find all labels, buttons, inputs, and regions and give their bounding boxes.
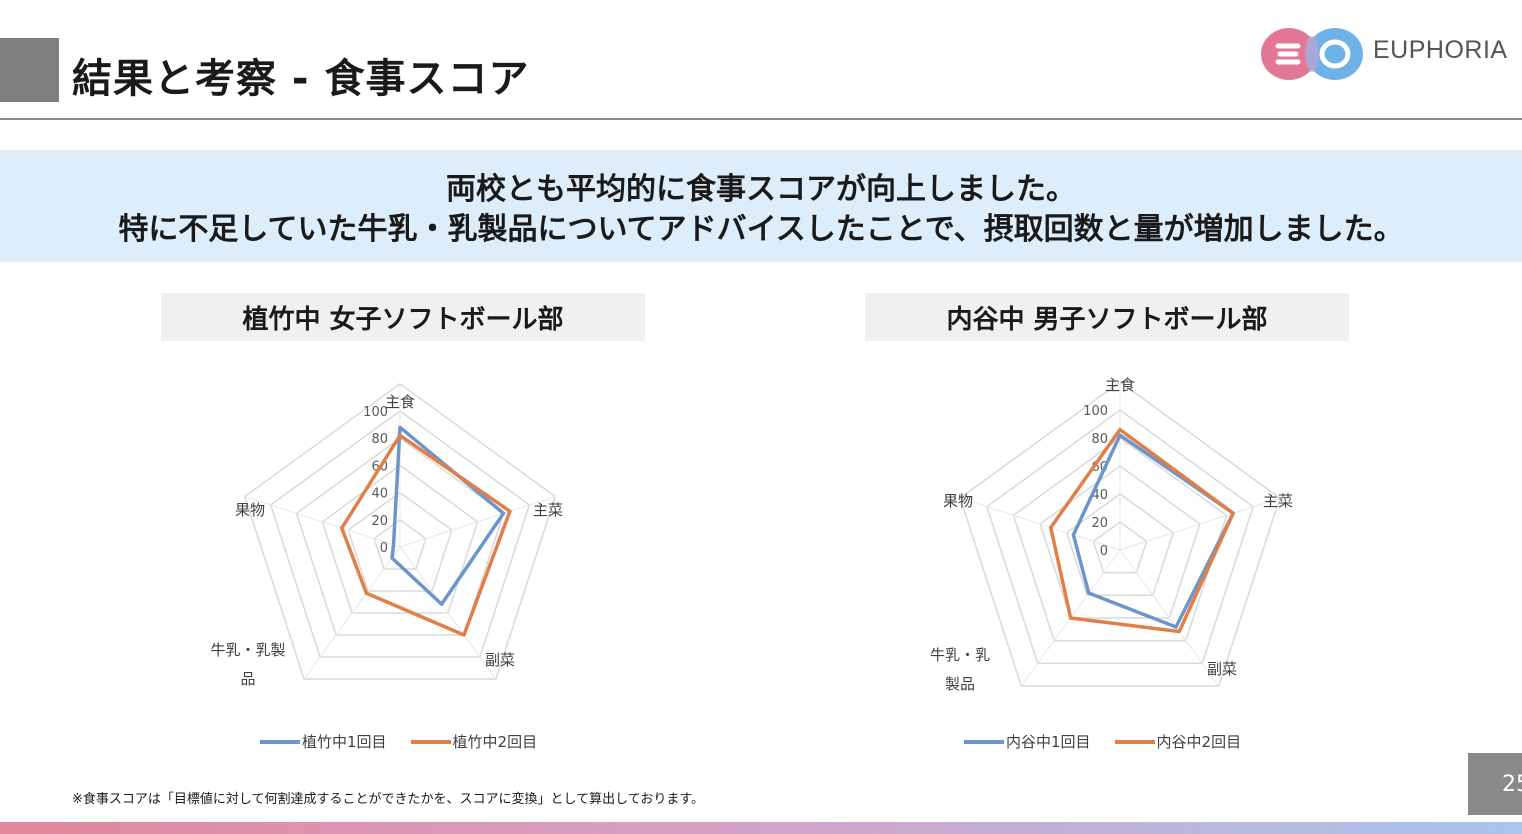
bottom-gradient-bar	[0, 822, 1522, 834]
radar-category-label: 副菜	[485, 651, 515, 669]
radar-spoke	[303, 546, 401, 680]
legend-swatch	[1114, 739, 1155, 744]
radar-series-line	[390, 425, 506, 606]
summary-line-2: 特に不足していた牛乳・乳製品についてアドバイスしたことで、摂取回数と量が増加しま…	[118, 212, 1404, 247]
radar-category-label: 主食	[1105, 376, 1135, 394]
radar-spoke	[399, 496, 556, 548]
title-divider	[0, 118, 1522, 120]
radar-category-label: 副菜	[1207, 660, 1237, 678]
radar-category-label: 牛乳・乳製品	[210, 641, 285, 688]
radar-series-line	[340, 433, 512, 637]
title-accent-bar	[0, 38, 59, 102]
radar-spoke	[960, 497, 1121, 551]
legend-label: 内谷中1回目	[1006, 733, 1091, 751]
radar-grid-ring	[1012, 437, 1228, 642]
radar-grid-ring	[985, 409, 1255, 665]
radar-spoke	[1119, 497, 1280, 551]
radar-grid-ring	[1092, 521, 1148, 574]
radar-tick-label: 80	[371, 432, 388, 447]
euphoria-logo-icon	[1261, 28, 1363, 80]
summary-line-1: 両校とも平均的に食事スコアが向上しました。	[446, 172, 1076, 207]
radar-grid-ring	[373, 518, 427, 570]
radar-category-label: 主菜	[533, 501, 563, 519]
footnote: ※食事スコアは「目標値に対して何割達成することができたかを、スコアに変換」として…	[72, 792, 705, 807]
radar-tick-label: 0	[1100, 544, 1108, 559]
chart-1-legend: 植竹中1回目 植竹中2回目	[260, 731, 537, 752]
radar-tick-label: 20	[371, 514, 388, 529]
radar-spoke	[1119, 549, 1220, 687]
chart-2-title: 内谷中 男子ソフトボール部	[865, 293, 1349, 341]
radar-grid-ring	[243, 382, 557, 680]
legend-label: 植竹中1回目	[302, 733, 387, 751]
legend-label: 植竹中2回目	[452, 733, 538, 751]
radar-grid-ring	[269, 410, 531, 658]
radar-tick-label: 20	[1091, 516, 1108, 531]
chart-1-title: 植竹中 女子ソフトボール部	[161, 293, 645, 341]
chart-2-legend: 内谷中1回目 内谷中2回目	[964, 731, 1241, 752]
radar-tick-label: 40	[1091, 488, 1108, 503]
radar-category-label: 主食	[385, 393, 415, 411]
radar-grid-ring	[347, 491, 453, 592]
radar-category-label: 主菜	[1263, 492, 1293, 510]
radar-series-line	[1049, 427, 1235, 634]
legend-swatch	[410, 739, 451, 744]
page-number-box	[1468, 753, 1522, 815]
slide-title: 結果と考察 - 食事スコア	[72, 56, 530, 102]
radar-category-label: 果物	[235, 501, 265, 519]
summary-banner	[0, 150, 1522, 262]
radar-tick-label: 100	[363, 405, 388, 420]
brand-name: EUPHORIA	[1373, 36, 1508, 64]
radar-grid-ring	[1039, 465, 1201, 619]
radar-tick-label: 0	[380, 541, 388, 556]
legend-swatch	[964, 739, 1004, 744]
radar-grid-ring	[321, 464, 479, 614]
radar-tick-label: 100	[1083, 404, 1108, 419]
radar-tick-label: 80	[1091, 432, 1108, 447]
radar-tick-label: 40	[371, 487, 388, 502]
radar-grid-ring	[959, 381, 1281, 687]
radar-spoke	[244, 496, 401, 548]
legend-swatch	[260, 739, 300, 744]
page-number: 25	[1502, 772, 1522, 797]
legend-label: 内谷中2回目	[1156, 733, 1242, 751]
radar-category-label: 牛乳・乳製品	[930, 646, 990, 693]
radar-category-label: 果物	[943, 492, 973, 510]
radar-spoke	[399, 546, 497, 680]
